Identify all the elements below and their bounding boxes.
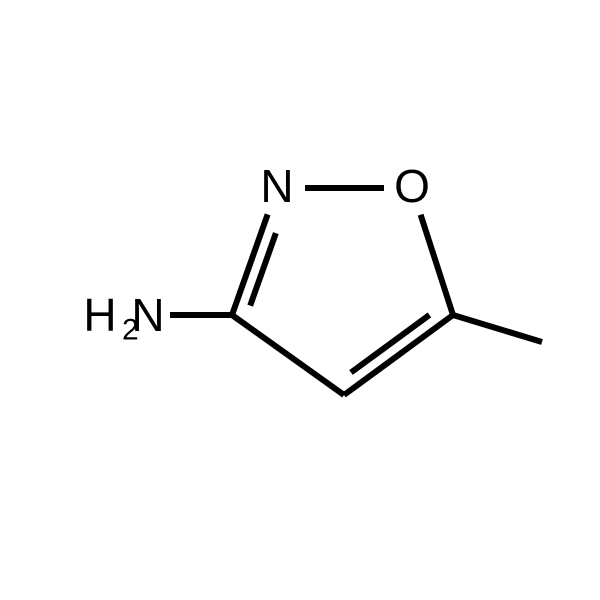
atom-label-amine-n: N <box>131 289 164 341</box>
molecule-diagram: NOH2N <box>0 0 600 600</box>
atom-label-o: O <box>394 160 430 212</box>
atom-label-n: N <box>260 160 293 212</box>
atom-label-amine-h: H <box>83 289 116 341</box>
